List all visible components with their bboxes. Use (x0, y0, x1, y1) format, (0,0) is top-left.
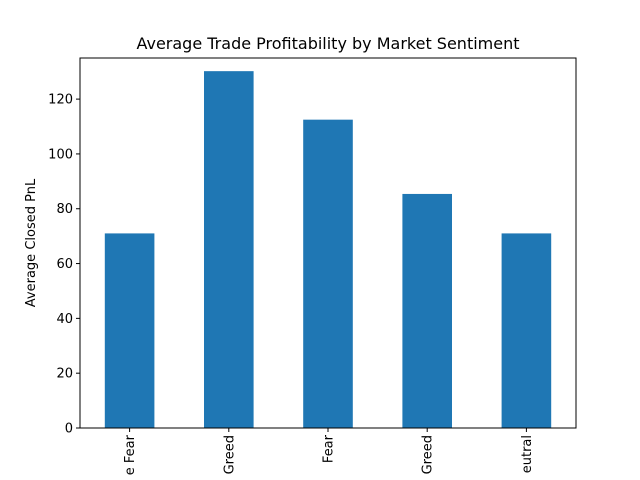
y-tick-label: 120 (48, 93, 73, 108)
bar (501, 233, 552, 428)
y-tick-label: 40 (56, 312, 73, 327)
y-tick-label: 0 (65, 422, 73, 437)
y-tick-label: 20 (56, 367, 73, 382)
chart-title: Average Trade Profitability by Market Se… (136, 34, 519, 53)
bar (402, 193, 452, 428)
x-tick-label: Fear (322, 434, 337, 463)
x-axis: e Fear Greed Fear Greed eutral (123, 428, 535, 475)
x-tick-label: e Fear (123, 434, 138, 475)
bar (104, 233, 155, 428)
bars-group (104, 71, 552, 429)
x-tick-label: Greed (222, 435, 237, 474)
y-axis: 0 20 40 60 80 100 120 (48, 93, 80, 437)
bar (303, 119, 353, 429)
y-tick-label: 60 (56, 257, 73, 272)
y-tick-label: 80 (56, 202, 73, 217)
y-tick-label: 100 (48, 147, 73, 162)
plot-frame (79, 57, 577, 429)
y-axis-label: Average Closed PnL (24, 178, 39, 307)
x-tick-label: eutral (520, 435, 535, 473)
bar (204, 71, 254, 429)
x-tick-label: Greed (421, 435, 436, 474)
